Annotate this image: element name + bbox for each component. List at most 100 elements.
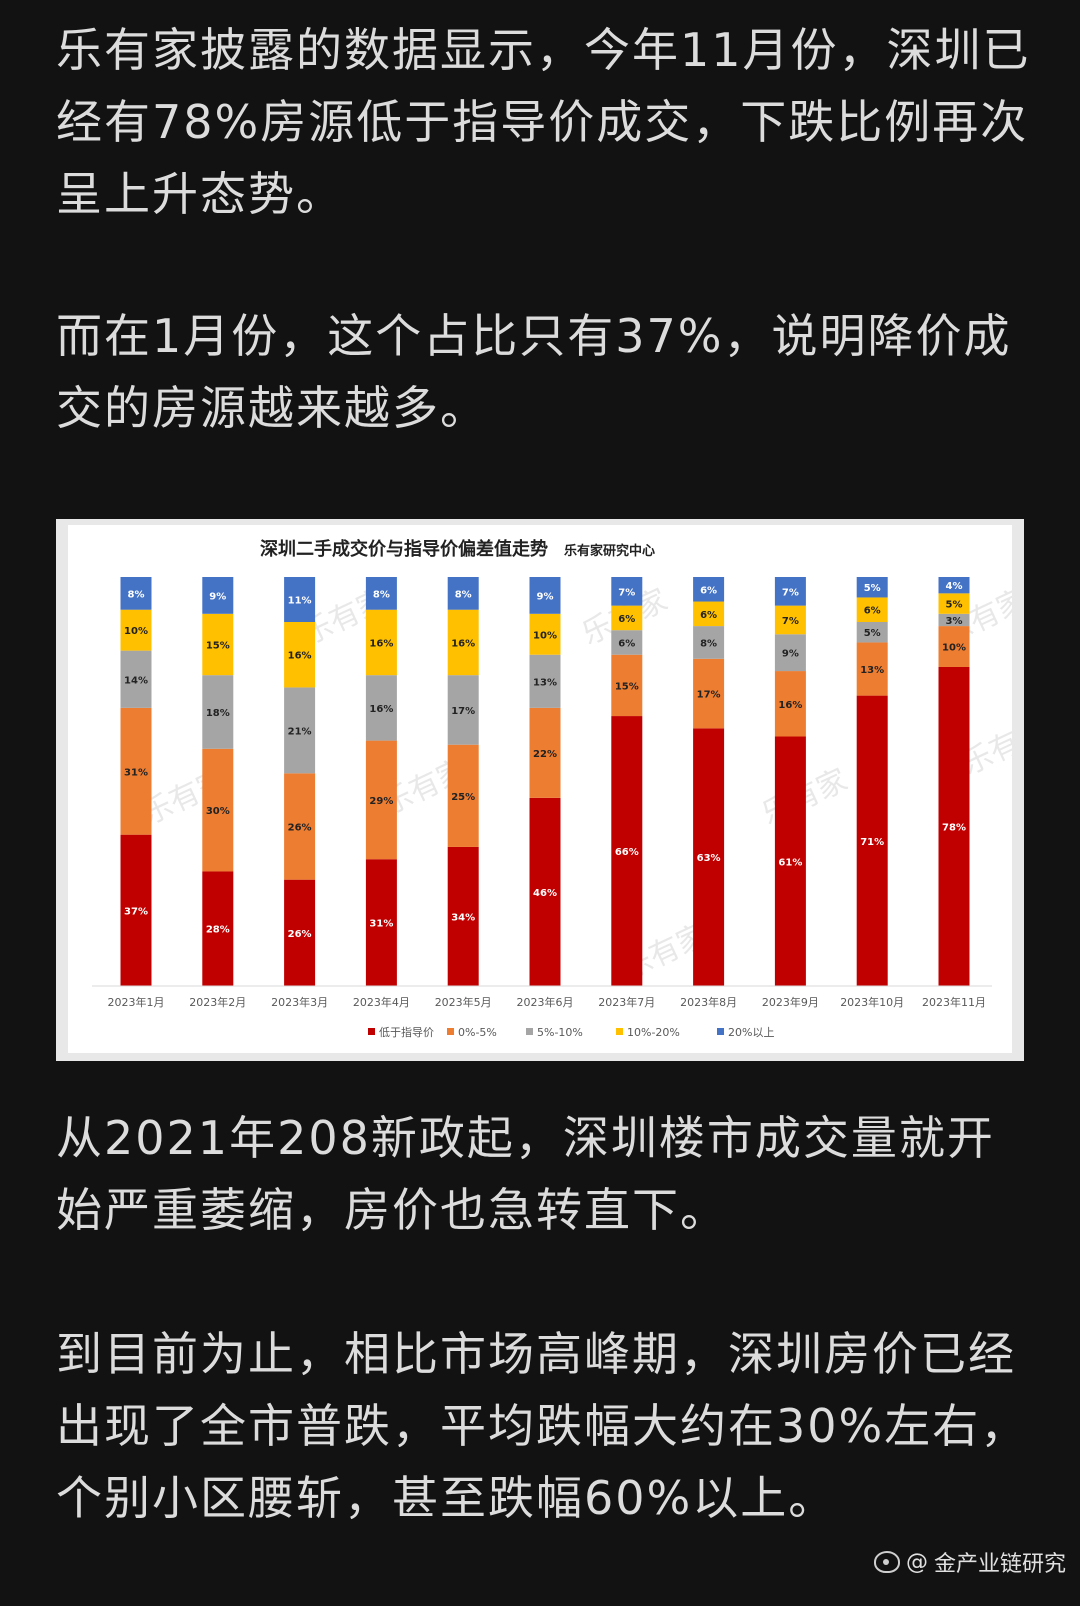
bar-segment-5-4 [447, 609, 479, 676]
data-label-8-1: 63% [697, 853, 721, 864]
data-label-1-1: 37% [124, 906, 148, 917]
bar-segment-3-3 [284, 687, 316, 774]
paragraph-4: 到目前为止，相比市场高峰期，深圳房价已经出现了全市普跌，平均跌幅大约在30%左右… [56, 1327, 1029, 1525]
data-label-7-3: 6% [618, 638, 635, 649]
data-label-3-3: 21% [288, 726, 312, 737]
legend-swatch-3 [526, 1028, 533, 1035]
data-label-1-5: 8% [128, 589, 145, 600]
data-label-1-4: 10% [124, 626, 148, 637]
stacked-bar-chart: 深圳二手成交价与指导价偏差值走势 乐有家研究中心 乐有家乐有家乐有家乐有家乐有家… [92, 538, 1012, 1039]
bar-segment-2-2 [202, 748, 234, 872]
bar-segment-10-2 [856, 642, 888, 696]
bar-segment-10-4 [856, 597, 888, 622]
chart-image: 深圳二手成交价与指导价偏差值走势 乐有家研究中心 乐有家 乐有家 乐有家 乐有家 乐有家… [56, 519, 1024, 1061]
legend: 低于指导价 0%-5% 5%-10% 10%-20% 20%以上 [368, 1025, 774, 1039]
bars: 37% 31% 14% 10% 8% 28% 30% 18% 15% 9% 26% 26% 21% 16%… [120, 577, 970, 986]
data-label-10-3: 5% [864, 628, 881, 639]
data-label-6-3: 13% [533, 677, 557, 688]
x-tick-label-6: 2023年6月 [517, 995, 574, 1009]
bar-segment-8-4 [693, 601, 725, 627]
x-tick-label-2: 2023年2月 [189, 995, 246, 1009]
data-label-8-4: 6% [700, 610, 717, 621]
legend-label-2: 0%-5% [458, 1026, 497, 1039]
data-label-9-5: 7% [782, 587, 799, 598]
data-label-2-2: 30% [206, 806, 230, 817]
paragraph-3: 从2021年208新政起，深圳楼市成交量就开始严重萎缩，房价也急转直下。 [56, 1111, 995, 1237]
data-label-3-1: 26% [288, 929, 312, 940]
bar-segment-1-3 [120, 650, 152, 708]
data-label-2-5: 9% [209, 591, 226, 602]
bar-segment-9-2 [774, 671, 806, 737]
x-tick-label-7: 2023年7月 [598, 995, 655, 1009]
data-label-8-5: 6% [700, 585, 717, 596]
bar-segment-8-2 [693, 658, 725, 729]
data-label-11-4: 5% [946, 600, 963, 611]
legend-swatch-2 [447, 1028, 454, 1035]
paragraph-2: 而在1月份，这个占比只有37%，说明降价成交的房源越来越多。 [56, 309, 1012, 435]
data-label-8-3: 8% [700, 638, 717, 649]
bar-segment-6-3 [529, 654, 561, 708]
bar-segment-1-2 [120, 707, 152, 835]
legend-swatch-1 [368, 1028, 375, 1035]
weibo-watermark: @ 金产业链研究 [873, 1546, 1066, 1578]
bar-segment-7-3 [611, 630, 643, 655]
data-label-4-2: 29% [369, 796, 393, 807]
chart-title: 深圳二手成交价与指导价偏差值走势 [260, 538, 548, 560]
data-label-6-5: 9% [537, 591, 554, 602]
legend-swatch-5 [717, 1028, 724, 1035]
watermark-prefix: @ [905, 1549, 928, 1575]
x-tick-label-4: 2023年4月 [353, 995, 410, 1009]
data-label-3-4: 16% [288, 651, 312, 662]
data-label-4-5: 8% [373, 589, 390, 600]
x-tick-label-9: 2023年9月 [762, 995, 819, 1009]
data-label-5-3: 17% [451, 706, 475, 717]
bar-segment-7-1 [611, 716, 643, 986]
data-label-5-1: 34% [451, 912, 475, 923]
data-label-4-4: 16% [369, 638, 393, 649]
data-label-4-3: 16% [369, 704, 393, 715]
x-tick-label-1: 2023年1月 [108, 995, 165, 1009]
data-label-11-1: 78% [942, 822, 966, 833]
data-label-5-5: 8% [455, 589, 472, 600]
data-label-4-1: 31% [369, 919, 393, 930]
data-label-7-4: 6% [618, 614, 635, 625]
data-label-6-4: 10% [533, 630, 557, 641]
bar-segment-7-4 [611, 605, 643, 631]
bar-segment-5-5 [447, 577, 479, 610]
bar-segment-9-4 [774, 605, 806, 635]
data-label-2-1: 28% [206, 925, 230, 936]
bar-segment-2-5 [202, 577, 234, 614]
x-tick-label-3: 2023年3月 [271, 995, 328, 1009]
data-label-9-4: 7% [782, 616, 799, 627]
bar-segment-5-2 [447, 744, 479, 847]
data-label-11-3: 3% [946, 616, 963, 627]
bar-segment-11-1 [938, 666, 970, 986]
data-label-7-5: 7% [618, 587, 635, 598]
data-label-5-2: 25% [451, 792, 475, 803]
data-label-5-4: 16% [451, 638, 475, 649]
bar-segment-2-4 [202, 613, 234, 676]
legend-label-5: 20%以上 [728, 1026, 774, 1039]
bar-segment-7-5 [611, 577, 643, 606]
data-label-3-5: 11% [288, 595, 312, 606]
x-tick-label-8: 2023年8月 [680, 995, 737, 1009]
bar-segment-5-3 [447, 675, 479, 745]
data-label-2-4: 15% [206, 640, 230, 651]
data-label-11-5: 4% [946, 581, 963, 592]
paragraph-1: 乐有家披露的数据显示，今年11月份，深圳已经有78%房源低于指导价成交，下跌比例… [56, 23, 1031, 221]
data-label-10-2: 13% [860, 665, 884, 676]
legend-swatch-4 [616, 1028, 623, 1035]
bar-segment-4-1 [365, 859, 397, 986]
bar-segment-4-4 [365, 609, 397, 676]
bar-segment-9-3 [774, 634, 806, 672]
data-label-6-2: 22% [533, 749, 557, 760]
bar-segment-5-1 [447, 846, 479, 986]
bar-segment-1-4 [120, 609, 152, 651]
bar-segment-3-4 [284, 621, 316, 688]
bar-segment-2-1 [202, 871, 234, 986]
data-label-6-1: 46% [533, 888, 557, 899]
data-label-9-1: 61% [778, 857, 802, 868]
bar-segment-4-2 [365, 740, 397, 860]
bar-segment-2-3 [202, 675, 234, 749]
data-label-3-2: 26% [288, 822, 312, 833]
